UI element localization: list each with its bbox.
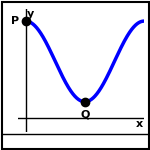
Text: x: x	[136, 119, 143, 129]
Text: y: y	[27, 9, 34, 19]
Text: Q: Q	[80, 109, 90, 119]
Text: P: P	[11, 16, 19, 26]
